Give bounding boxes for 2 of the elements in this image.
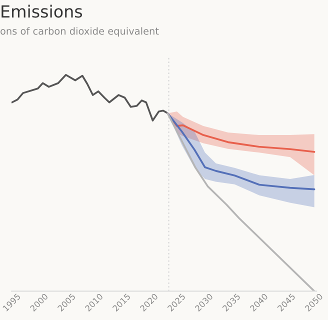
chart-subtitle: ons of carbon dioxide equivalent [0,27,159,37]
chart-title: Emissions [2,4,82,18]
